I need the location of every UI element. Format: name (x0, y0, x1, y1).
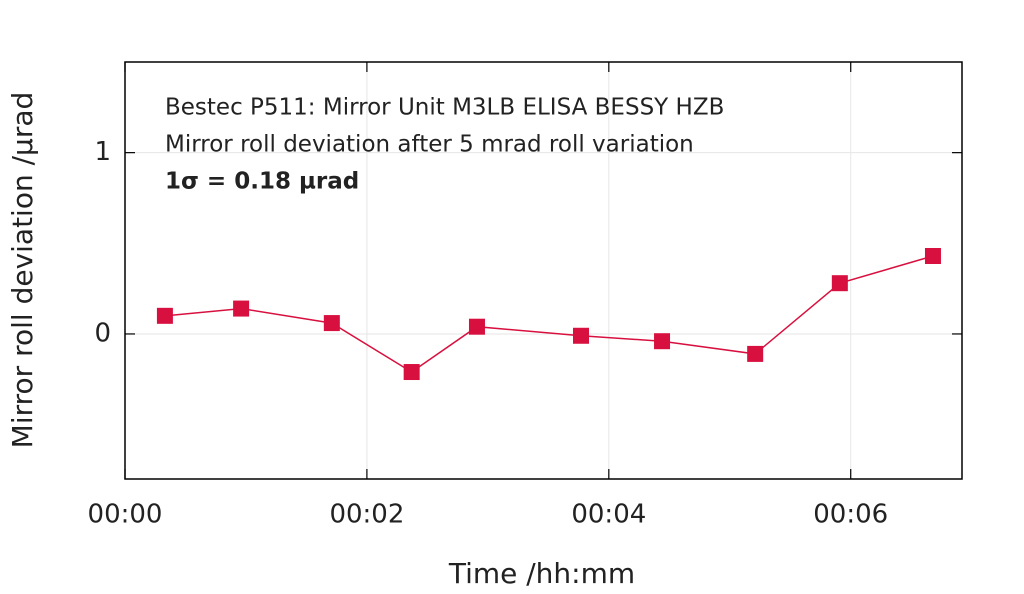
y-tick-label: 1 (94, 137, 111, 167)
data-point (468, 318, 485, 335)
data-point (233, 300, 250, 317)
x-tick-label: 00:04 (571, 500, 646, 530)
series-line (164, 255, 934, 373)
x-tick-label: 00:00 (88, 500, 163, 530)
x-axis-label: Time /hh:mm (448, 557, 635, 590)
plot-frame (124, 61, 963, 480)
y-tick-label: 0 (94, 318, 111, 348)
x-tick-label: 00:02 (329, 500, 404, 530)
data-point (572, 327, 589, 344)
annotation: Mirror roll deviation after 5 mrad roll … (165, 132, 694, 158)
data-point (403, 364, 420, 381)
data-point (323, 315, 340, 332)
data-point (924, 247, 941, 264)
data-point (831, 275, 848, 292)
x-tick-label: 00:06 (813, 500, 888, 530)
y-axis-label: Mirror roll deviation /µrad (6, 92, 39, 449)
data-point (654, 333, 671, 350)
data-point (156, 307, 173, 324)
annotation: 1σ = 0.18 µrad (165, 169, 359, 195)
data-point (747, 345, 764, 362)
annotation: Bestec P511: Mirror Unit M3LB ELISA BESS… (165, 95, 724, 121)
